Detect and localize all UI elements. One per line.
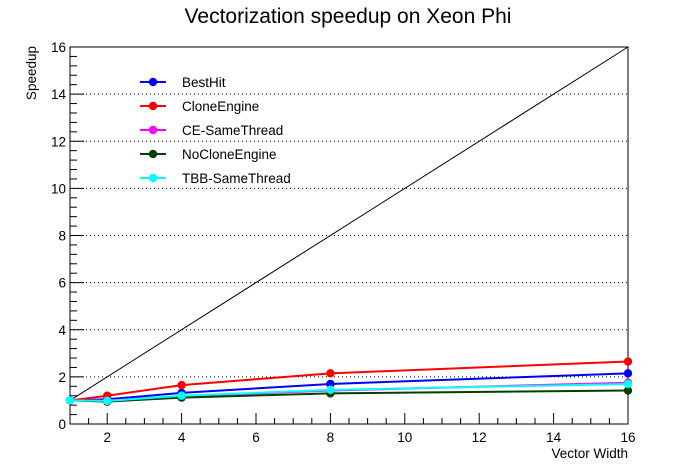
legend-label: TBB-SameThread (182, 171, 291, 186)
y-axis-label: Speedup (24, 46, 39, 100)
x-axis-label: Vector Width (551, 446, 628, 461)
data-point (326, 379, 335, 389)
legend: BestHit CloneEngine CE-SameThread NoCloneEn… (140, 75, 291, 186)
legend-label: CloneEngine (182, 99, 259, 114)
y-tick-label: 6 (58, 276, 66, 291)
data-point (65, 396, 75, 405)
data-point (177, 380, 186, 390)
chart-title: Vectorization speedup on Xeon Phi (185, 5, 512, 28)
legend-label: BestHit (182, 75, 226, 90)
legend-marker (148, 77, 158, 87)
legend-marker (148, 173, 158, 183)
x-tick-label: 4 (178, 430, 186, 445)
data-point (623, 379, 633, 389)
x-tick-label: 2 (103, 430, 111, 445)
data-point (623, 369, 633, 378)
legend-label: CE-SameThread (182, 123, 283, 138)
x-tick-label: 12 (472, 430, 487, 445)
y-tick-label: 0 (58, 417, 66, 432)
y-tick-label: 12 (51, 134, 66, 149)
reference-line-group (69, 46, 629, 401)
series-group (65, 357, 633, 406)
legend-marker (148, 101, 158, 111)
data-point (623, 357, 633, 366)
y-tick-label: 4 (58, 323, 66, 338)
grid-lines (70, 93, 628, 378)
legend-label: NoCloneEngine (182, 147, 277, 162)
y-tick-label: 8 (58, 229, 66, 244)
series-line (69, 372, 629, 402)
axis-ticks: 0 2 4 6 8 10 12 14 16 2 4 6 8 10 12 14 16 (51, 40, 636, 445)
reference-line (69, 46, 629, 401)
y-tick-label: 10 (51, 181, 66, 196)
legend-marker (148, 149, 158, 159)
y-tick-label: 16 (51, 40, 66, 55)
x-tick-label: 8 (327, 430, 335, 445)
y-tick-label: 2 (58, 370, 66, 385)
x-tick-label: 14 (546, 430, 562, 445)
y-tick-label: 14 (51, 87, 67, 102)
data-point (326, 369, 335, 378)
x-tick-label: 6 (252, 430, 260, 445)
data-point (326, 385, 335, 395)
x-tick-label: 16 (620, 430, 635, 445)
legend-marker (148, 125, 158, 135)
data-point (103, 396, 112, 406)
data-point (177, 391, 186, 400)
x-tick-label: 10 (397, 430, 412, 445)
data-point (623, 386, 633, 395)
